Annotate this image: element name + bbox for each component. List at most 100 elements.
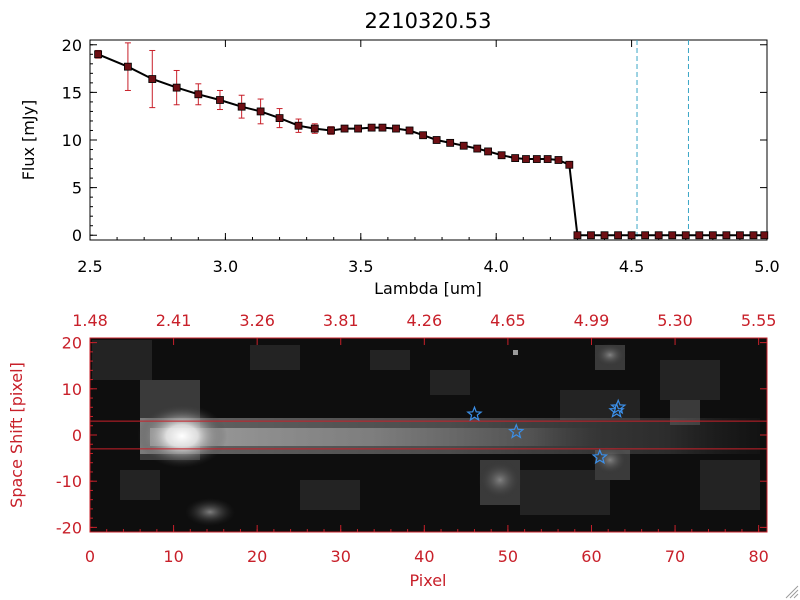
flux-point: [294, 121, 303, 130]
top-y-tick-label: 0: [72, 226, 82, 245]
top-y-tick-label: 15: [62, 83, 82, 102]
aperture-lines: [90, 420, 767, 450]
bottom-y-ticks: -20 -10 0 10 20: [56, 334, 767, 537]
top-wavelength-tick-label: 2.41: [156, 311, 192, 330]
bottom-y-tick-label: 0: [72, 426, 82, 445]
top-y-ticks: 0 5 10 15 20: [62, 36, 767, 245]
flux-point: [405, 126, 414, 135]
flux-point: [627, 231, 636, 240]
flux-point: [216, 96, 224, 104]
top-wavelength-tick-label: 4.99: [574, 311, 610, 330]
bottom-x-tick-label: 80: [748, 547, 768, 566]
flux-point: [749, 231, 758, 240]
top-wavelength-tick-label: 5.30: [657, 311, 693, 330]
bottom-x-tick-label: 0: [85, 547, 95, 566]
bottom-x-tick-label: 60: [581, 547, 601, 566]
top-y-axis-label: Flux [mJy]: [19, 100, 38, 181]
bottom-x-tick-label: 20: [247, 547, 267, 566]
flux-point: [497, 151, 506, 160]
bottom-x-tick-label: 40: [414, 547, 434, 566]
top-x-tick-label: 3.0: [213, 257, 238, 276]
chart-title: 2210320.53: [365, 9, 492, 33]
flux-point: [94, 50, 103, 59]
flux-point: [194, 90, 203, 99]
bottom-y-axis-label: Space Shift [pixel]: [7, 362, 26, 508]
top-x-tick-label: 2.5: [77, 257, 102, 276]
top-wavelength-tick-label: 1.48: [72, 311, 108, 330]
top-y-tick-label: 5: [72, 179, 82, 198]
flux-point: [554, 156, 563, 164]
flux-point: [722, 231, 731, 240]
flux-point: [459, 141, 468, 150]
flux-point: [378, 123, 387, 132]
flux-point: [392, 124, 400, 133]
flux-point: [172, 83, 181, 92]
flux-point: [256, 107, 265, 116]
flux-point: [543, 155, 552, 163]
top-x-tick-label: 4.5: [619, 257, 644, 276]
bottom-x-tick-label: 50: [498, 547, 518, 566]
source-stars: [466, 398, 627, 465]
top-x-tick-label: 3.5: [348, 257, 373, 276]
flux-point: [522, 155, 530, 163]
top-wavelength-tick-label: 5.55: [741, 311, 777, 330]
dashed-lines: [636, 40, 689, 240]
flux-point: [432, 136, 441, 144]
flux-point: [681, 231, 690, 240]
flux-point: [736, 231, 744, 240]
flux-point: [511, 154, 520, 162]
star-marker: [508, 423, 525, 439]
top-x-ticks: 2.5 3.0 3.5 4.0 4.5 5.0: [77, 40, 780, 276]
flux-point: [340, 124, 349, 133]
bottom-y-tick-label: 10: [62, 380, 82, 399]
flux-point: [446, 138, 455, 147]
flux-point: [654, 231, 663, 240]
bottom-y-tick-label: 20: [62, 334, 82, 353]
bottom-x-axis-label: Pixel: [409, 571, 446, 590]
flux-point: [124, 62, 132, 71]
top-x-axis-label: Lambda [um]: [374, 279, 482, 298]
flux-point: [668, 231, 677, 240]
bottom-x-tick-label: 70: [665, 547, 685, 566]
flux-point: [419, 131, 427, 140]
flux-point: [473, 144, 482, 153]
flux-point: [760, 231, 769, 240]
bottom-x-ticks: 0 10 20 30 40 50 60 70 80: [85, 525, 769, 566]
flux-point: [275, 114, 284, 122]
flux-markers: [94, 50, 769, 240]
top-plot-frame: [89, 39, 768, 241]
top-wavelength-tick-label: 4.26: [407, 311, 443, 330]
flux-point: [354, 124, 362, 133]
resize-grip-icon[interactable]: [785, 585, 799, 599]
flux-point: [237, 102, 246, 111]
error-bars: [95, 42, 573, 169]
flux-point: [484, 147, 492, 156]
bottom-y-tick-label: -20: [56, 518, 82, 537]
bottom-x-tick-label: 30: [331, 547, 351, 566]
flux-point: [367, 123, 376, 132]
star-marker: [591, 448, 609, 465]
flux-point: [587, 231, 595, 240]
spectrum-image: [90, 338, 767, 532]
wavelength-top-ticks: 1.48 2.41 3.26 3.81 4.26 4.65 4.99 5.30 5.55: [72, 311, 776, 345]
flux-point: [310, 124, 319, 133]
top-x-tick-label: 5.0: [754, 257, 779, 276]
flux-point: [641, 231, 650, 240]
flux-point: [695, 231, 704, 240]
flux-point: [708, 231, 717, 240]
top-x-tick-label: 4.0: [483, 257, 508, 276]
star-marker: [609, 398, 627, 415]
flux-point: [614, 231, 622, 240]
flux-point: [327, 126, 335, 135]
top-wavelength-tick-label: 3.81: [323, 311, 359, 330]
flux-point: [600, 231, 609, 240]
bottom-y-tick-label: -10: [56, 472, 82, 491]
star-marker: [466, 405, 483, 422]
flux-line: [97, 53, 765, 237]
top-y-tick-label: 20: [62, 36, 82, 55]
top-y-tick-label: 10: [62, 131, 82, 150]
top-wavelength-tick-label: 3.26: [239, 311, 275, 330]
flux-point: [573, 231, 582, 240]
top-wavelength-tick-label: 4.65: [490, 311, 526, 330]
